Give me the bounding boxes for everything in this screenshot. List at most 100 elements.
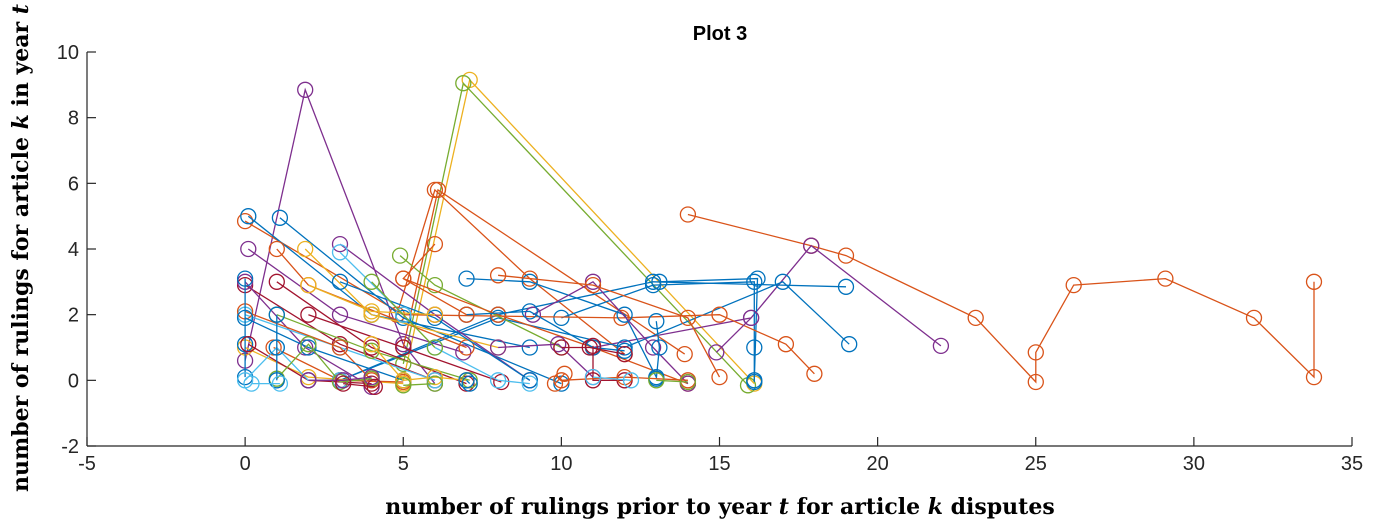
series-22	[524, 273, 697, 392]
series-line	[247, 215, 530, 349]
data-point	[240, 240, 257, 258]
series-44	[584, 337, 633, 389]
series-line	[402, 78, 755, 385]
data-point	[395, 306, 412, 323]
data-point	[967, 309, 984, 327]
series-line	[656, 379, 688, 383]
data-point	[679, 309, 697, 327]
data-point	[1027, 373, 1044, 391]
data-point	[524, 306, 542, 323]
data-point	[679, 373, 697, 391]
data-point	[584, 273, 602, 290]
y-tick-label: 8	[68, 108, 79, 130]
data-point	[651, 273, 668, 290]
data-point	[458, 372, 475, 389]
data-point	[426, 309, 444, 327]
series-23	[489, 267, 728, 386]
series-50	[708, 309, 760, 361]
data-point	[837, 278, 855, 295]
series-6	[388, 181, 633, 363]
data-point	[648, 313, 665, 330]
data-point	[1245, 309, 1263, 327]
data-point	[458, 339, 475, 356]
series-line	[244, 284, 436, 381]
x-tick-label: 30	[1183, 453, 1205, 475]
data-point	[455, 344, 472, 361]
data-point	[553, 339, 570, 356]
data-point	[297, 240, 314, 258]
series-2	[395, 71, 763, 392]
data-point	[243, 375, 260, 392]
series-54	[395, 235, 475, 323]
series-line	[371, 343, 467, 381]
series-line	[592, 376, 632, 381]
series-line	[276, 343, 372, 383]
x-tick-label: 0	[240, 453, 251, 475]
series-line	[304, 248, 499, 349]
data-point	[331, 273, 349, 290]
series-line	[244, 87, 436, 385]
data-point	[426, 339, 444, 356]
data-point	[391, 247, 409, 264]
series-57	[335, 375, 383, 396]
data-point	[363, 368, 380, 386]
series-line	[371, 281, 436, 348]
data-point	[489, 267, 507, 284]
data-point	[236, 212, 254, 230]
y-axis-label: number of rulings for article k in year …	[8, 4, 34, 492]
data-point	[331, 306, 349, 323]
data-point	[584, 368, 602, 386]
series-line	[396, 188, 626, 355]
data-point	[297, 339, 314, 356]
series-12	[236, 212, 823, 382]
series-line	[276, 281, 467, 385]
series-line	[339, 281, 850, 381]
series-45	[648, 313, 668, 387]
series-line	[466, 379, 471, 385]
data-point	[584, 372, 602, 389]
data-point	[331, 235, 349, 253]
data-point	[268, 306, 285, 323]
data-point	[300, 336, 317, 353]
data-point	[746, 273, 763, 290]
data-point	[521, 303, 538, 320]
series-line	[244, 346, 340, 381]
data-point	[1305, 273, 1323, 290]
data-point	[489, 306, 507, 323]
series-10	[651, 270, 766, 389]
series-56	[300, 368, 380, 389]
data-point	[363, 273, 380, 290]
series-51	[300, 276, 444, 323]
series-48	[648, 372, 697, 391]
series-25	[236, 276, 444, 389]
y-tick-label: 2	[68, 305, 79, 327]
x-tick-label: 5	[398, 453, 409, 475]
x-tick-label: 25	[1025, 453, 1047, 475]
data-point	[297, 81, 314, 98]
data-point	[461, 375, 478, 392]
data-point	[300, 368, 317, 386]
data-point	[429, 181, 447, 199]
data-point	[1065, 276, 1082, 294]
data-point	[746, 372, 763, 389]
series-34	[236, 270, 254, 386]
series-line	[592, 244, 942, 349]
data-point	[458, 306, 475, 323]
series-35	[236, 309, 412, 389]
y-tick-label: 4	[68, 239, 79, 261]
series-49	[546, 365, 573, 392]
y-tick-label: -2	[61, 436, 79, 458]
data-point	[803, 237, 820, 254]
data-point	[335, 372, 352, 389]
x-tick-label: 35	[1341, 453, 1363, 475]
data-point	[363, 336, 380, 353]
data-point	[774, 273, 791, 290]
series-line	[466, 310, 625, 352]
data-point	[556, 365, 573, 382]
series-60	[243, 375, 289, 392]
data-point	[616, 345, 633, 363]
data-point	[236, 368, 254, 386]
series-24	[331, 273, 538, 389]
series-line	[561, 281, 755, 382]
y-tick-label: 10	[57, 42, 79, 64]
